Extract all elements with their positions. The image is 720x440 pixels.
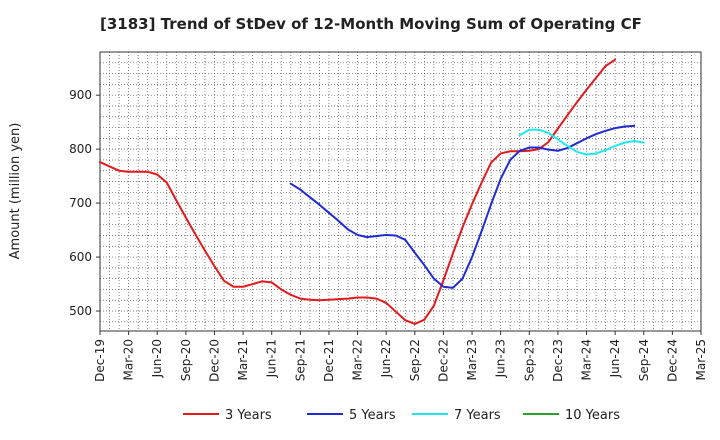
- legend: 3 Years 5 Years 7 Years 10 Years: [183, 408, 620, 423]
- x-axis-ticks: Dec-19 Mar-20 Jun-20 Sep-20 Dec-20 Mar-21 Jun-…: [93, 331, 708, 382]
- x-tick-label: Dec-21: [322, 339, 336, 382]
- x-tick-label: Jun-22: [379, 339, 393, 378]
- x-tick-label: Dec-23: [551, 339, 565, 382]
- x-tick-label: Sep-21: [293, 339, 307, 381]
- grid: [100, 52, 701, 331]
- x-tick-label: Mar-22: [351, 339, 365, 380]
- x-tick-label: Sep-20: [179, 339, 193, 381]
- x-tick-label: Dec-24: [665, 339, 679, 382]
- legend-label-7-years: 7 Years: [454, 408, 501, 423]
- y-tick-label: 500: [69, 304, 92, 318]
- series-line-3-years: [99, 58, 617, 325]
- y-tick-label: 800: [69, 142, 92, 156]
- series-line-7-years: [518, 128, 645, 156]
- y-tick-label: 600: [69, 250, 92, 264]
- y-axis-ticks: 500 600 700 800 900: [69, 88, 100, 318]
- series-line-5-years: [289, 124, 636, 289]
- x-tick-label: Jun-24: [608, 339, 622, 378]
- x-tick-label: Sep-23: [522, 339, 536, 381]
- legend-label-3-years: 3 Years: [225, 408, 272, 423]
- x-tick-label: Jun-23: [494, 339, 508, 378]
- x-tick-label: Mar-20: [122, 339, 136, 380]
- legend-label-5-years: 5 Years: [349, 408, 396, 423]
- y-tick-label: 700: [69, 196, 92, 210]
- x-tick-label: Jun-21: [265, 339, 279, 378]
- plot-area: [99, 51, 702, 332]
- x-tick-label: Dec-22: [436, 339, 450, 382]
- chart-title: [3183] Trend of StDev of 12-Month Moving…: [100, 15, 642, 33]
- x-tick-label: Sep-24: [637, 339, 651, 381]
- series-lines: [99, 58, 645, 325]
- legend-label-10-years: 10 Years: [565, 408, 620, 423]
- x-tick-label: Jun-20: [150, 339, 164, 378]
- x-tick-label: Mar-25: [694, 339, 708, 380]
- x-tick-label: Dec-19: [93, 339, 107, 382]
- x-tick-label: Mar-24: [580, 339, 594, 380]
- y-tick-label: 900: [69, 88, 92, 102]
- x-tick-label: Dec-20: [207, 339, 221, 382]
- x-tick-label: Sep-22: [408, 339, 422, 381]
- y-axis-label: Amount (million yen): [8, 123, 23, 260]
- x-tick-label: Mar-23: [465, 339, 479, 380]
- x-tick-label: Mar-21: [236, 339, 250, 380]
